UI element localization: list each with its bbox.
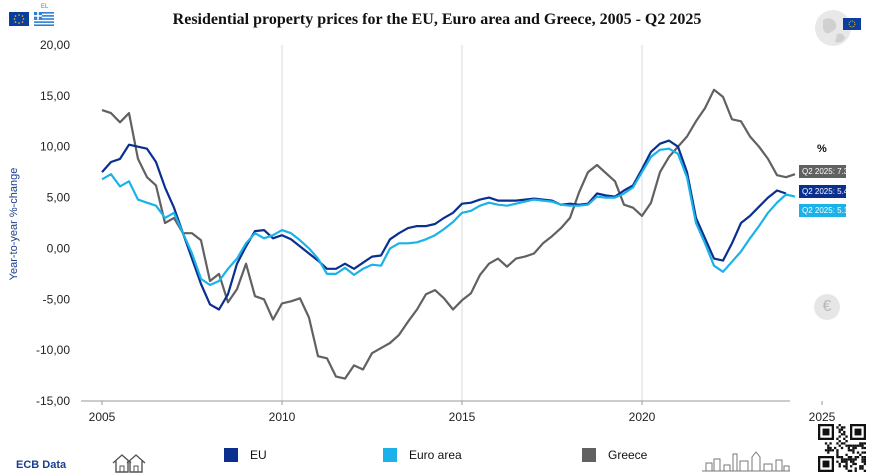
y-tick-label: 20,00	[40, 38, 70, 52]
city-skyline-icon	[702, 451, 790, 472]
series-lines	[101, 88, 796, 380]
y-tick-label: 15,00	[40, 89, 70, 103]
x-tick-label: 2020	[629, 410, 656, 424]
x-tick-label: 2005	[89, 410, 116, 424]
x-tick-label: 2025	[809, 410, 836, 424]
globe-icon	[815, 10, 861, 46]
chart-title: Residential property prices for the EU, …	[172, 11, 702, 28]
y-tick-label: -15,00	[36, 394, 70, 408]
qr-code-icon[interactable]	[818, 424, 866, 472]
legend-swatch-eu	[224, 448, 238, 462]
legend-item-greece[interactable]: Greece	[582, 448, 647, 462]
series-line-eu[interactable]	[101, 139, 787, 311]
x-tick-label: 2015	[449, 410, 476, 424]
y-axis-ticks: 20,00 15,00 10,00 5,00 0,00 -5,00 -10,00 -15,00	[36, 38, 70, 408]
series-line-euro-area[interactable]	[101, 147, 796, 287]
legend-item-eu[interactable]: EU	[224, 448, 267, 462]
flag-label: EL	[41, 4, 49, 10]
grid-lines	[281, 45, 643, 401]
end-label-greece: Q2 2025: 7.3	[799, 165, 848, 178]
greek-flag-icon	[34, 12, 54, 26]
y-tick-label: -10,00	[36, 343, 70, 357]
ecb-data-brand[interactable]: ECB Data	[16, 459, 67, 471]
x-axis-ticks: 2005 2010 2015 2020 2025	[89, 401, 836, 424]
end-label-euro-area: Q2 2025: 5.1	[799, 204, 848, 217]
series-line-greece[interactable]	[101, 88, 796, 380]
y-tick-label: -5,00	[43, 292, 71, 306]
legend-label-eu: EU	[250, 448, 267, 462]
legend-swatch-euro-area	[383, 448, 397, 462]
eu-flag-icon	[9, 12, 29, 26]
euro-coin-icon: €	[814, 294, 840, 320]
legend-label-greece: Greece	[608, 448, 648, 462]
end-label-unit: %	[817, 143, 827, 155]
legend-swatch-greece	[582, 448, 596, 462]
y-axis-label: Year-to-year %-change	[8, 168, 20, 281]
house-icon	[112, 454, 146, 473]
y-tick-label: 5,00	[47, 191, 71, 205]
end-label-eu: Q2 2025: 5.4	[799, 185, 848, 198]
legend-label-euro-area: Euro area	[409, 448, 462, 462]
y-tick-label: 10,00	[40, 140, 70, 154]
y-tick-label: 0,00	[47, 241, 71, 255]
x-tick-label: 2010	[269, 410, 296, 424]
legend-item-euro-area[interactable]: Euro area	[383, 448, 462, 462]
